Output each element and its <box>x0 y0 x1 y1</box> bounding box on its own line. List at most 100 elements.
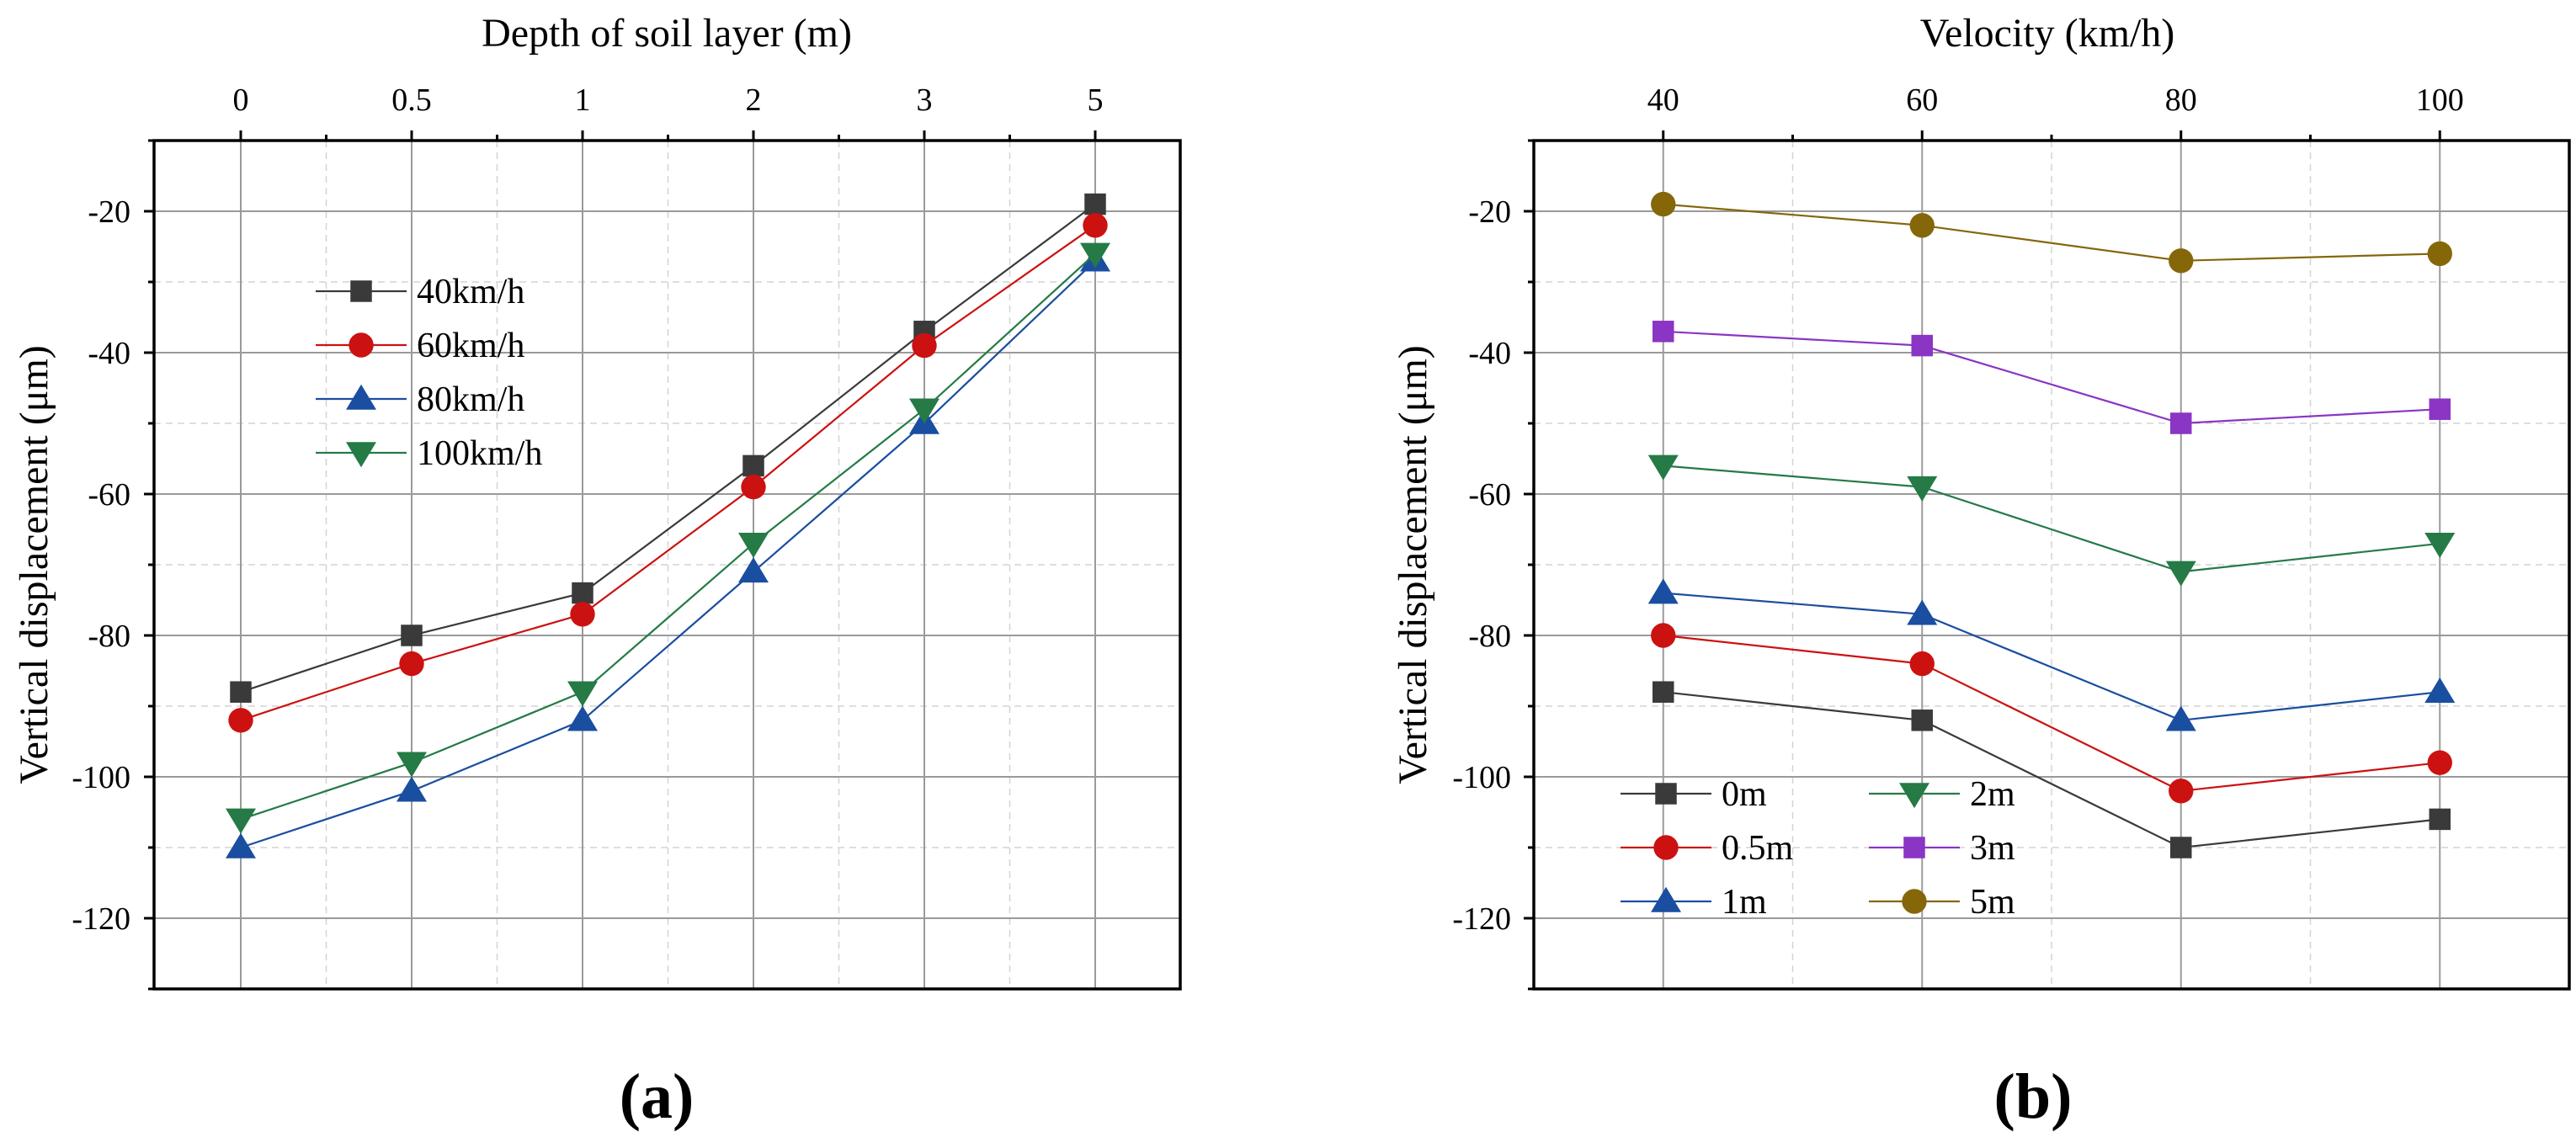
series-line-1m <box>1663 592 2440 721</box>
legend-marker-60km-h <box>349 332 374 358</box>
panel-a-chart: 0 0.5 1 2 3 5 -20 -40 -60 -80 -100 -120 … <box>12 11 1182 1132</box>
legend-marker-0-5m <box>1653 835 1679 860</box>
data-point-100km-h <box>397 752 427 778</box>
data-point-40km-h <box>401 624 423 646</box>
panel-a-x-tick-label: 3 <box>917 82 933 118</box>
data-point-0-5m <box>1909 651 1935 677</box>
data-point-60km-h <box>228 708 253 733</box>
panel-a-x-tick-label: 5 <box>1088 82 1104 118</box>
panel-b-y-axis-title: Vertical displacement (μm) <box>1391 345 1435 784</box>
data-point-40km-h <box>230 681 252 703</box>
data-point-3m <box>1911 334 1933 357</box>
panel-a-series <box>226 193 1110 858</box>
data-point-1m <box>1647 578 1679 604</box>
panel-b-x-axis-title: Velocity (km/h) <box>1920 11 2175 56</box>
data-point-0m <box>1653 681 1674 703</box>
data-point-40km-h <box>742 454 764 477</box>
data-point-0m <box>2429 808 2451 831</box>
data-point-100km-h <box>567 681 598 707</box>
legend-label-3m: 3m <box>1970 829 2015 868</box>
data-point-1m <box>2165 705 2196 731</box>
data-point-2m <box>1647 454 1679 481</box>
data-point-60km-h <box>570 602 595 627</box>
series-line-100km-h <box>240 252 1096 821</box>
data-point-100km-h <box>909 398 939 424</box>
panel-b-ticks <box>1524 130 2441 991</box>
panel-b-y-tick-label: -100 <box>1452 760 1511 795</box>
data-point-5m <box>1909 213 1935 238</box>
legend-marker-2m <box>1899 783 1929 809</box>
data-point-80km-h <box>226 832 256 858</box>
panel-b-x-tick-labels: 40 60 80 100 <box>1647 82 2464 118</box>
panel-a-grid <box>154 141 1180 989</box>
data-point-0m <box>2170 837 2192 858</box>
data-point-0-5m <box>2169 779 2194 804</box>
panel-b-chart: 40 60 80 100 -20 -40 -60 -80 -100 -120 V… <box>1391 11 2571 1132</box>
data-point-80km-h <box>397 776 427 802</box>
panel-a-ticks <box>144 130 1097 991</box>
panel-a-y-tick-label: -120 <box>72 901 130 937</box>
panel-a-y-tick-label: -80 <box>88 619 130 654</box>
data-point-3m <box>2170 412 2192 434</box>
data-point-60km-h <box>1083 213 1108 238</box>
data-point-1m <box>2424 677 2456 703</box>
panel-b-x-tick-label: 80 <box>2165 82 2197 118</box>
legend-label-100kmh: 100km/h <box>417 434 542 473</box>
series-line-0m <box>1663 691 2440 849</box>
data-point-40km-h <box>1084 193 1106 215</box>
data-point-3m <box>1653 321 1674 343</box>
panel-b-series <box>1647 191 2456 858</box>
panel-a-y-tick-label: -100 <box>72 760 130 795</box>
series-line-0-5m <box>1663 634 2440 792</box>
data-point-2m <box>2165 561 2196 587</box>
data-point-100km-h <box>738 533 769 559</box>
data-point-5m <box>2427 241 2452 267</box>
legend-label-60kmh: 60km/h <box>417 327 524 365</box>
series-line-2m <box>1663 465 2440 573</box>
data-point-0-5m <box>2427 750 2452 775</box>
legend-marker-0m <box>1655 783 1677 805</box>
data-point-1m <box>1907 599 1938 625</box>
data-point-100km-h <box>226 808 256 834</box>
data-point-80km-h <box>567 705 598 731</box>
legend-marker-1m <box>1651 886 1681 912</box>
panel-a-x-tick-labels: 0 0.5 1 2 3 5 <box>233 82 1104 118</box>
data-point-0-5m <box>1651 623 1676 648</box>
data-point-2m <box>1907 476 1938 502</box>
series-line-60km-h <box>240 224 1096 721</box>
panel-b-y-tick-label: -80 <box>1468 619 1511 654</box>
legend-label-0-5m: 0.5m <box>1722 829 1794 868</box>
panel-b-grid <box>1534 141 2569 989</box>
panel-a-x-tick-label: 0.5 <box>391 82 432 118</box>
panel-a-y-axis-title: Vertical displacement (μm) <box>12 345 56 784</box>
panel-b-label: (b) <box>1994 1061 2073 1132</box>
panel-a-y-tick-label: -40 <box>88 336 130 371</box>
panel-a-x-tick-label: 2 <box>746 82 762 118</box>
legend-label-40kmh: 40km/h <box>417 273 524 311</box>
panel-a-x-tick-label: 0 <box>233 82 249 118</box>
legend-marker-5m <box>1902 889 1927 914</box>
legend-label-0m: 0m <box>1722 775 1767 814</box>
legend-label-1m: 1m <box>1722 883 1767 922</box>
legend-label-2m: 2m <box>1970 775 2015 814</box>
series-line-40km-h <box>240 203 1096 694</box>
data-point-3m <box>2429 398 2451 420</box>
panel-b-x-tick-label: 100 <box>2416 82 2464 118</box>
panel-b-y-tick-label: -60 <box>1468 477 1511 513</box>
data-point-5m <box>1651 191 1676 217</box>
data-point-60km-h <box>741 474 766 500</box>
series-line-3m <box>1663 330 2440 425</box>
data-point-80km-h <box>738 557 769 583</box>
series-line-80km-h <box>240 260 1096 849</box>
panel-b-legend: 0m 0.5m 1m 2m 3m 5m <box>1621 775 2015 922</box>
panel-b-y-tick-labels: -20 -40 -60 -80 -100 -120 <box>1452 194 1511 937</box>
panel-a-y-tick-label: -20 <box>88 194 130 230</box>
panel-b-y-tick-label: -120 <box>1452 901 1511 937</box>
data-point-100km-h <box>1080 242 1110 268</box>
legend-marker-3m <box>1903 837 1925 858</box>
panel-a-label: (a) <box>620 1061 695 1132</box>
panel-b-x-tick-label: 40 <box>1647 82 1679 118</box>
panel-b-y-tick-label: -40 <box>1468 336 1511 371</box>
panel-a-x-axis-title: Depth of soil layer (m) <box>482 11 852 56</box>
